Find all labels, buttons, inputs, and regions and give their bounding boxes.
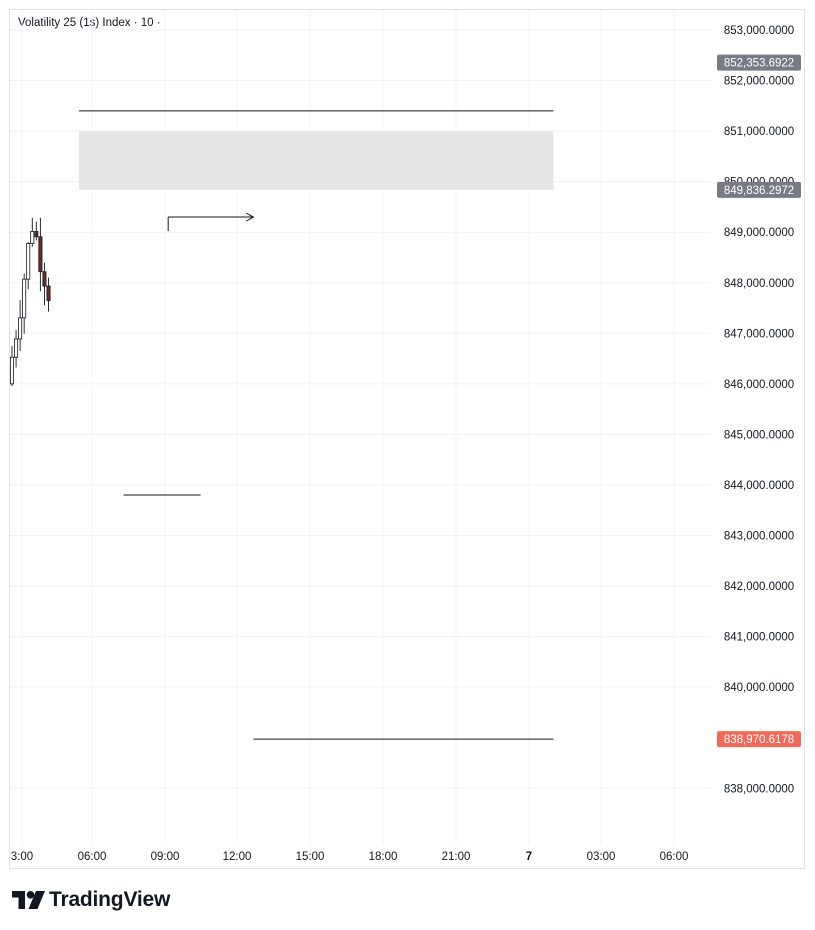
candle bbox=[30, 217, 35, 247]
y-tick-label: 838,000.0000 bbox=[724, 783, 794, 795]
x-tick-label: 3:00 bbox=[11, 851, 33, 863]
brand-name: TradingView bbox=[49, 888, 171, 911]
y-tick-label: 849,000.0000 bbox=[724, 227, 794, 239]
candle bbox=[26, 241, 31, 290]
x-tick-label: 21:00 bbox=[442, 851, 471, 863]
x-tick-label: 06:00 bbox=[78, 851, 107, 863]
price-label-text: 838,970.6178 bbox=[724, 734, 794, 746]
price-label-text: 852,353.6922 bbox=[724, 58, 794, 70]
y-tick-label: 847,000.0000 bbox=[724, 328, 794, 340]
candle-body-down bbox=[34, 231, 39, 238]
zones bbox=[78, 131, 554, 190]
candle-body-up bbox=[9, 356, 14, 385]
x-tick-label: 12:00 bbox=[223, 851, 252, 863]
y-tick-label: 851,000.0000 bbox=[724, 126, 794, 138]
y-tick-label: 843,000.0000 bbox=[724, 531, 794, 543]
price-label-bg bbox=[717, 181, 801, 198]
drawings bbox=[78, 110, 554, 740]
supply-zone[interactable] bbox=[78, 131, 554, 190]
price-label: 849,836.2972 bbox=[717, 181, 801, 198]
tradingview-icon bbox=[12, 891, 45, 909]
x-tick-label: 09:00 bbox=[151, 851, 180, 863]
candle-body-down bbox=[46, 285, 51, 301]
candle-body-up bbox=[22, 278, 27, 319]
y-tick-label: 848,000.0000 bbox=[724, 278, 794, 290]
y-tick-label: 852,000.0000 bbox=[724, 76, 794, 88]
candle bbox=[46, 277, 51, 312]
price-label: 852,353.6922 bbox=[717, 54, 801, 71]
candle bbox=[14, 330, 19, 368]
candle bbox=[42, 262, 47, 306]
y-tick-label: 844,000.0000 bbox=[724, 480, 794, 492]
symbol-title[interactable]: Volatility 25 (1s) Index · 10 · bbox=[18, 17, 161, 29]
y-tick-label: 842,000.0000 bbox=[724, 581, 794, 593]
candle-body-down bbox=[38, 236, 43, 273]
candle-body-up bbox=[14, 338, 19, 358]
y-tick-label: 840,000.0000 bbox=[724, 682, 794, 694]
x-tick-label: 18:00 bbox=[369, 851, 398, 863]
candle-body-up bbox=[30, 231, 35, 244]
price-label-bg bbox=[717, 731, 801, 748]
x-tick-label: 15:00 bbox=[296, 851, 325, 863]
x-tick-label: 7 bbox=[526, 851, 532, 863]
price-label-text: 849,836.2972 bbox=[724, 185, 794, 197]
y-tick-label: 845,000.0000 bbox=[724, 429, 794, 441]
price-label: 838,970.6178 bbox=[717, 731, 801, 748]
candle bbox=[22, 273, 27, 334]
candle-body-up bbox=[18, 317, 23, 340]
candle bbox=[9, 345, 14, 387]
x-tick-label: 06:00 bbox=[660, 851, 689, 863]
candle bbox=[34, 221, 39, 241]
tradingview-logo[interactable]: TradingView bbox=[12, 888, 170, 912]
candles bbox=[9, 217, 51, 387]
candle bbox=[38, 217, 43, 292]
y-tick-label: 846,000.0000 bbox=[724, 379, 794, 391]
chart-frame[interactable] bbox=[9, 9, 805, 869]
price-axis[interactable]: 853,000.0000852,000.0000851,000.0000850,… bbox=[717, 25, 801, 795]
arrow-head bbox=[246, 212, 255, 222]
candle-body-down bbox=[42, 271, 47, 287]
y-tick-label: 841,000.0000 bbox=[724, 632, 794, 644]
candle bbox=[18, 300, 23, 351]
candle-body-up bbox=[26, 243, 31, 280]
time-axis[interactable]: 3:00 06:00 09:00 12:00 15:00 18:00 21:00 7 03:00… bbox=[11, 851, 689, 863]
price-label-bg bbox=[717, 54, 801, 71]
y-tick-label: 853,000.0000 bbox=[724, 25, 794, 37]
x-tick-label: 03:00 bbox=[587, 851, 616, 863]
